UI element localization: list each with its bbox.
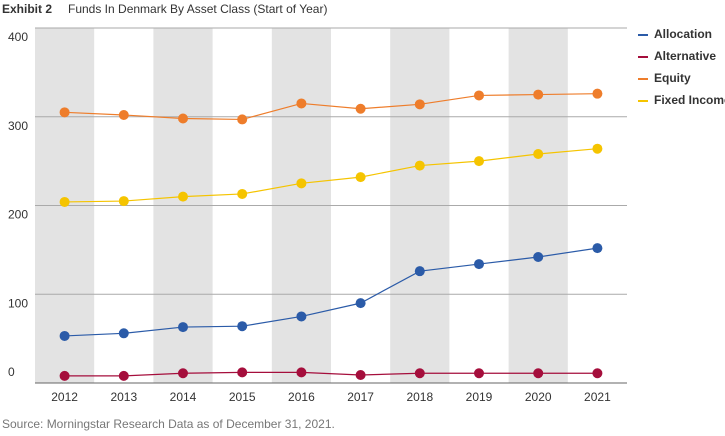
- point: [533, 89, 544, 100]
- point: [237, 114, 248, 125]
- point: [59, 107, 70, 118]
- y-tick-label: 200: [8, 208, 28, 222]
- point: [533, 368, 544, 379]
- point: [592, 368, 603, 379]
- legend-label: Fixed Income: [654, 93, 725, 107]
- series-line: [64, 247, 598, 337]
- point: [296, 98, 307, 109]
- x-tick-label: 2017: [347, 390, 374, 404]
- point: [414, 99, 425, 110]
- point: [355, 370, 366, 381]
- legend-label: Allocation: [654, 27, 712, 41]
- point: [414, 266, 425, 277]
- point: [59, 370, 70, 381]
- legend-label: Equity: [654, 71, 691, 85]
- point: [592, 243, 603, 254]
- point: [178, 322, 188, 333]
- point: [533, 251, 544, 262]
- x-tick-label: 2021: [584, 390, 611, 404]
- point: [414, 368, 425, 379]
- point: [296, 178, 307, 189]
- point: [474, 90, 484, 101]
- y-tick-label: 0: [8, 365, 15, 379]
- x-tick-label: 2013: [110, 390, 137, 404]
- point: [118, 109, 129, 120]
- point: [59, 196, 70, 207]
- point: [414, 160, 425, 171]
- legend-label: Alternative: [654, 49, 716, 63]
- point: [118, 328, 129, 339]
- exhibit-label: Exhibit 2: [2, 2, 52, 16]
- point: [118, 370, 129, 381]
- point: [118, 196, 129, 207]
- point: [355, 172, 366, 183]
- x-tick-label: 2015: [229, 390, 256, 404]
- point: [533, 149, 544, 160]
- point: [474, 259, 484, 270]
- y-tick-label: 300: [8, 119, 28, 133]
- point: [355, 298, 366, 309]
- point: [355, 103, 366, 114]
- point: [237, 367, 248, 378]
- point: [237, 188, 248, 199]
- point: [237, 321, 248, 332]
- series-line: [64, 148, 598, 203]
- point: [474, 368, 484, 379]
- chart-title: Funds In Denmark By Asset Class (Start o…: [68, 2, 327, 16]
- series-line: [64, 371, 598, 377]
- point: [592, 88, 603, 99]
- series-line: [64, 93, 598, 121]
- y-tick-label: 400: [8, 30, 28, 44]
- point: [296, 311, 307, 322]
- point: [474, 156, 484, 167]
- point: [178, 113, 188, 124]
- x-tick-label: 2019: [466, 390, 493, 404]
- point: [178, 191, 188, 202]
- x-tick-label: 2020: [525, 390, 552, 404]
- point: [59, 330, 70, 341]
- source-note: Source: Morningstar Research Data as of …: [2, 417, 335, 431]
- x-tick-label: 2016: [288, 390, 315, 404]
- y-tick-label: 100: [8, 296, 28, 310]
- point: [592, 143, 603, 154]
- point: [178, 368, 188, 379]
- x-tick-label: 2014: [170, 390, 197, 404]
- x-tick-label: 2018: [406, 390, 433, 404]
- x-tick-label: 2012: [51, 390, 78, 404]
- point: [296, 367, 307, 378]
